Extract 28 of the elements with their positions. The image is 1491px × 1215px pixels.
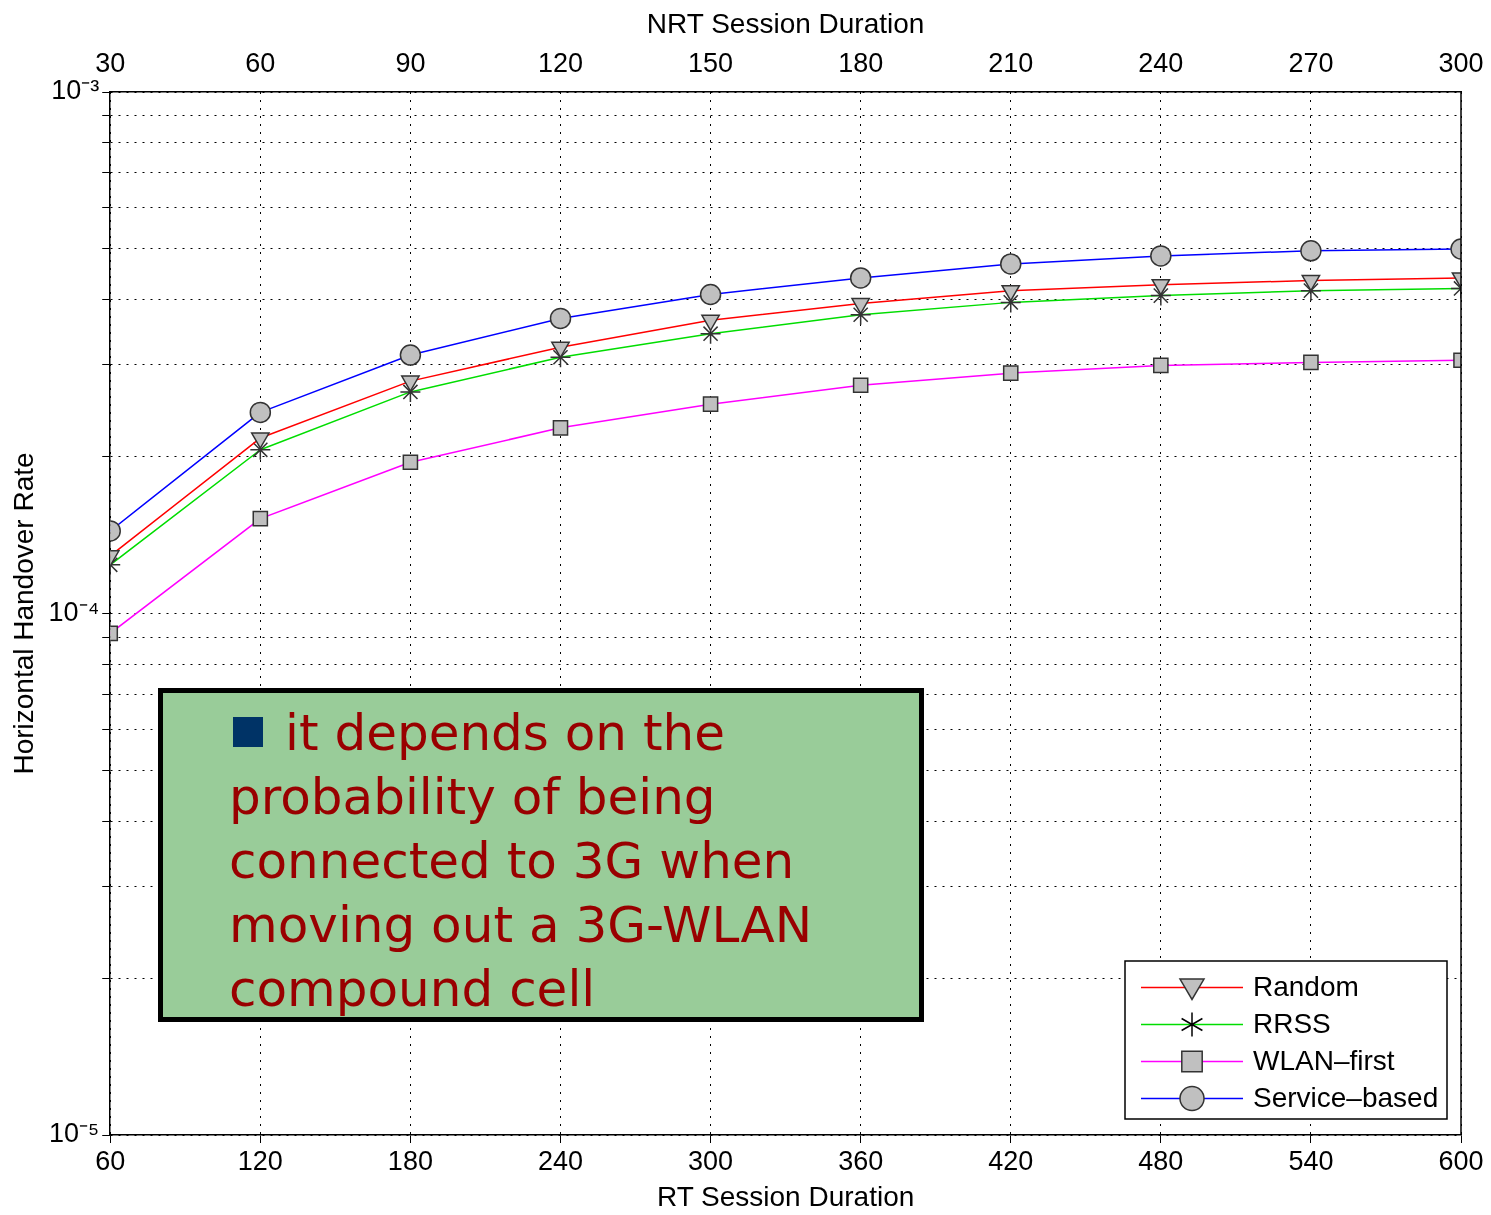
callout-box: it depends on the probability of being connected to 3G when moving out a 3G-WLAN compound cell bbox=[158, 688, 924, 1022]
x2-tick-label: 120 bbox=[537, 48, 584, 79]
x-tick-label: 240 bbox=[537, 1145, 584, 1176]
y-tick-label: 10⁻⁴ bbox=[48, 596, 100, 627]
x-axis-title: RT Session Duration bbox=[656, 1180, 915, 1212]
x2-axis-title: NRT Session Duration bbox=[646, 7, 925, 39]
x-tick-label: 120 bbox=[237, 1145, 283, 1176]
x2-tick-label: 150 bbox=[688, 48, 734, 79]
x2-tick-label: 210 bbox=[988, 48, 1034, 79]
x2-tick-label: 180 bbox=[838, 48, 884, 79]
x2-tick-label: 240 bbox=[1138, 48, 1184, 79]
x-tick-label: 420 bbox=[988, 1145, 1034, 1176]
x2-tick-label: 60 bbox=[245, 48, 276, 79]
x-tick-label: 600 bbox=[1438, 1145, 1484, 1176]
x2-tick-label: 90 bbox=[395, 48, 426, 79]
x-tick-label: 480 bbox=[1138, 1145, 1184, 1176]
x2-tick-label: 300 bbox=[1438, 48, 1484, 79]
x-tick-label: 360 bbox=[838, 1145, 884, 1176]
x-tick-label: 180 bbox=[387, 1145, 433, 1176]
x-tick-label: 540 bbox=[1288, 1145, 1334, 1176]
legend-label: Service–based bbox=[1253, 1082, 1439, 1114]
annotation: it depends on the probability of being connected to 3G when moving out a 3G-WLAN compound cell bbox=[229, 703, 814, 1020]
x2-tick-label: 270 bbox=[1288, 48, 1334, 79]
legend-label: Random bbox=[1253, 971, 1359, 1003]
x-tick-label: 300 bbox=[688, 1145, 734, 1176]
legend-label: RRSS bbox=[1253, 1008, 1331, 1040]
legend-label: WLAN–first bbox=[1253, 1045, 1395, 1077]
y-axis-title: Horizontal Handover Rate bbox=[7, 452, 39, 775]
